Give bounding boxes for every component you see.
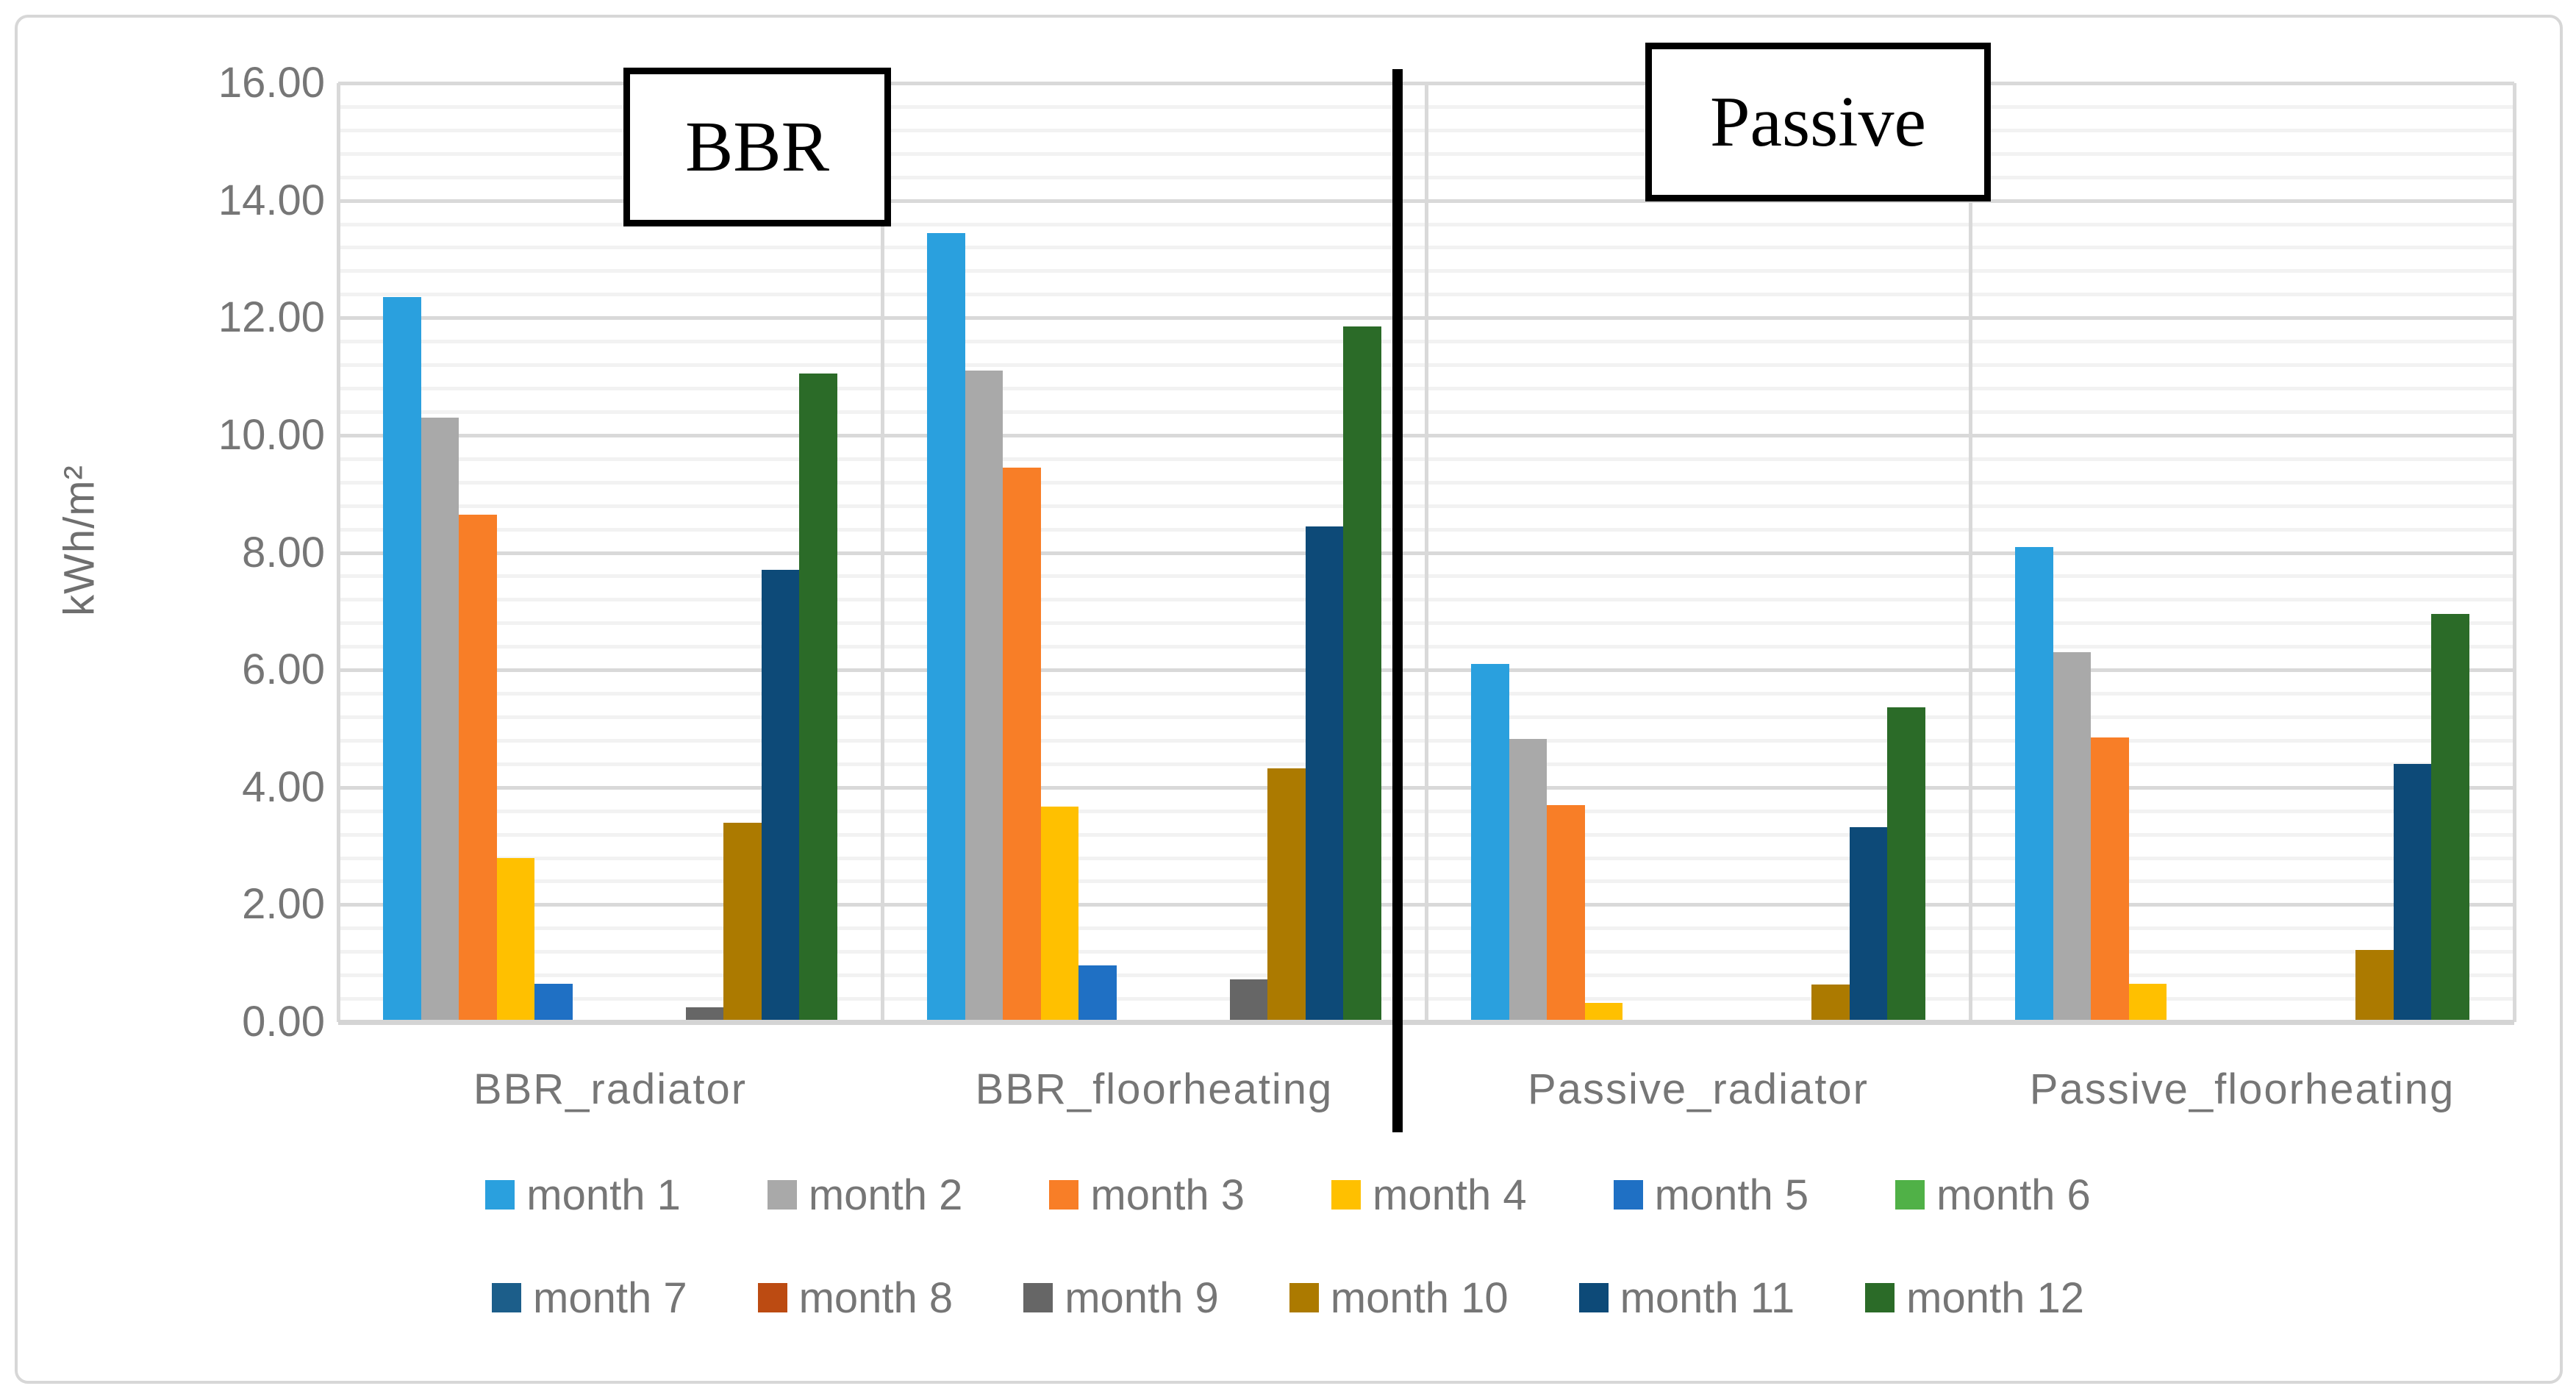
- bar-month-1-BBR_floorheating: [927, 232, 965, 1022]
- legend-item-month-10: month 10: [1289, 1271, 1509, 1325]
- bar-month-10-Passive_radiator: [1811, 984, 1850, 1022]
- bar-month-1-Passive_floorheating: [2015, 546, 2053, 1022]
- legend-swatch-icon: [1331, 1180, 1361, 1210]
- legend-label: month 2: [808, 1171, 963, 1219]
- bar-month-5-BBR_floorheating: [1078, 965, 1117, 1022]
- legend-item-month-2: month 2: [767, 1168, 963, 1222]
- bar-month-10-Passive_floorheating: [2355, 949, 2394, 1022]
- y-tick-label: 2.00: [242, 880, 325, 929]
- legend-item-month-7: month 7: [492, 1271, 687, 1325]
- category-label-Passive_floorheating: Passive_floorheating: [2029, 1065, 2455, 1113]
- bar-month-12-BBR_radiator: [799, 374, 837, 1022]
- legend-row-2: month 7 month 8 month 9 month 10 month 11 mon…: [0, 1271, 2576, 1325]
- legend-label: month 1: [526, 1171, 681, 1219]
- legend-label: month 7: [533, 1273, 687, 1322]
- legend-item-month-4: month 4: [1331, 1168, 1527, 1222]
- section-label-box-bbr: BBR: [623, 68, 891, 226]
- legend-swatch-icon: [1023, 1283, 1053, 1312]
- y-tick-label: 12.00: [218, 293, 325, 342]
- legend-swatch-icon: [767, 1180, 797, 1210]
- bar-month-11-BBR_radiator: [761, 570, 800, 1022]
- legend-label: month 11: [1620, 1273, 1795, 1322]
- legend-label: month 6: [1936, 1171, 2091, 1219]
- legend-row-1: month 1 month 2 month 3 month 4 month 5 month…: [0, 1168, 2576, 1222]
- legend-item-month-1: month 1: [485, 1168, 681, 1222]
- y-tick-label: 16.00: [218, 59, 325, 107]
- bar-month-1-Passive_radiator: [1471, 664, 1509, 1022]
- bar-month-3-BBR_radiator: [459, 514, 497, 1022]
- legend-swatch-icon: [1865, 1283, 1895, 1312]
- legend-swatch-icon: [757, 1283, 787, 1312]
- bar-month-11-Passive_radiator: [1849, 827, 1888, 1022]
- x-axis-line: [338, 1020, 2514, 1025]
- y-tick-label: 10.00: [218, 410, 325, 459]
- legend-label: month 3: [1090, 1171, 1245, 1219]
- bar-month-11-Passive_floorheating: [2393, 763, 2432, 1022]
- bar-month-4-Passive_floorheating: [2128, 984, 2167, 1022]
- y-tick-label: 4.00: [242, 762, 325, 811]
- bar-month-10-BBR_radiator: [723, 822, 762, 1022]
- bar-month-1-BBR_radiator: [383, 297, 421, 1022]
- bar-month-12-Passive_radiator: [1887, 707, 1925, 1022]
- section-label-bbr-text: BBR: [684, 107, 830, 187]
- bar-month-9-BBR_floorheating: [1229, 979, 1268, 1022]
- section-divider-line: [1392, 69, 1403, 1132]
- y-tick-label: 14.00: [218, 176, 325, 224]
- bar-month-10-BBR_floorheating: [1267, 768, 1306, 1022]
- bar-month-12-Passive_floorheating: [2431, 614, 2469, 1022]
- bar-month-3-Passive_radiator: [1547, 804, 1585, 1022]
- legend-swatch-icon: [492, 1283, 522, 1312]
- legend-swatch-icon: [485, 1180, 515, 1210]
- bar-month-11-BBR_floorheating: [1305, 526, 1344, 1022]
- legend-swatch-icon: [1578, 1283, 1609, 1312]
- bar-month-2-Passive_floorheating: [2053, 652, 2092, 1022]
- legend-label: month 4: [1373, 1171, 1527, 1219]
- bar-month-3-BBR_floorheating: [1003, 467, 1041, 1022]
- plot-area: [337, 82, 2516, 1025]
- bar-month-4-BBR_radiator: [496, 857, 534, 1022]
- legend-item-month-5: month 5: [1613, 1168, 1809, 1222]
- bar-month-5-BBR_radiator: [534, 984, 573, 1022]
- bar-month-12-BBR_floorheating: [1343, 326, 1381, 1022]
- legend-label: month 9: [1065, 1273, 1219, 1322]
- legend-item-month-8: month 8: [757, 1271, 954, 1325]
- legend-label: month 12: [1906, 1273, 2084, 1322]
- bar-month-4-Passive_radiator: [1584, 1003, 1622, 1022]
- y-tick-label: 6.00: [242, 646, 325, 694]
- legend-item-month-6: month 6: [1895, 1168, 2091, 1222]
- legend-item-month-11: month 11: [1578, 1271, 1795, 1325]
- category-boundary-line: [337, 83, 340, 1022]
- category-boundary-line: [881, 83, 884, 1022]
- category-label-Passive_radiator: Passive_radiator: [1528, 1065, 1869, 1113]
- category-boundary-line: [2513, 83, 2516, 1022]
- category-boundary-line: [1425, 83, 1428, 1022]
- bar-month-2-BBR_floorheating: [965, 371, 1003, 1022]
- section-label-box-passive: Passive: [1645, 43, 1991, 201]
- legend-swatch-icon: [1895, 1180, 1925, 1210]
- bar-month-2-Passive_radiator: [1509, 739, 1548, 1022]
- category-label-BBR_radiator: BBR_radiator: [473, 1065, 748, 1113]
- category-label-BBR_floorheating: BBR_floorheating: [975, 1065, 1334, 1113]
- bar-month-9-BBR_radiator: [685, 1007, 724, 1022]
- category-boundary-line: [1969, 83, 1972, 1022]
- bar-month-3-Passive_floorheating: [2091, 737, 2129, 1022]
- bar-month-2-BBR_radiator: [421, 417, 459, 1022]
- section-label-passive-text: Passive: [1710, 82, 1926, 162]
- y-tick-label: 8.00: [242, 528, 325, 576]
- legend-swatch-icon: [1613, 1180, 1643, 1210]
- y-axis-title: kWh/m²: [55, 465, 104, 616]
- bar-month-4-BBR_floorheating: [1040, 807, 1078, 1022]
- legend-label: month 8: [798, 1273, 954, 1322]
- y-tick-label: 0.00: [242, 998, 325, 1046]
- legend-item-month-12: month 12: [1865, 1271, 2084, 1325]
- legend-item-month-3: month 3: [1049, 1168, 1245, 1222]
- legend-swatch-icon: [1049, 1180, 1079, 1210]
- legend-label: month 10: [1330, 1273, 1509, 1322]
- legend-swatch-icon: [1289, 1283, 1319, 1312]
- legend-item-month-9: month 9: [1023, 1271, 1219, 1325]
- legend-label: month 5: [1654, 1171, 1809, 1219]
